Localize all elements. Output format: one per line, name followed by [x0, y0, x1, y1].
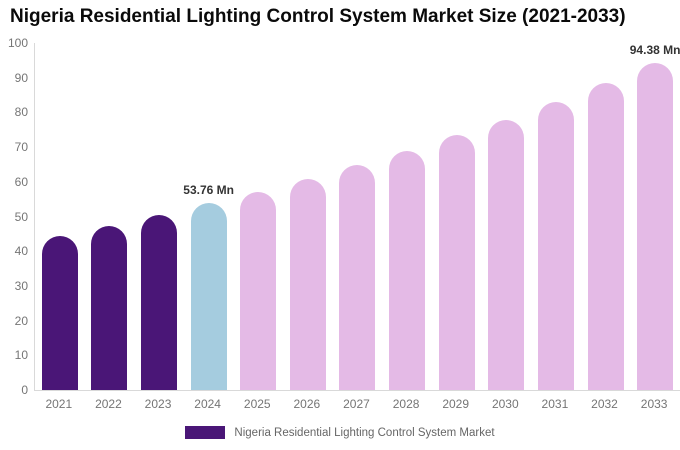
bar-value-label-2024: 53.76 Mn — [183, 183, 234, 198]
page-title: Nigeria Residential Lighting Control Sys… — [10, 6, 626, 27]
bar-chart-plot-area: 53.76 Mn 94.38 Mn — [34, 43, 680, 391]
y-tick-100: 100 — [7, 36, 28, 50]
bar-slot-2033: 94.38 Mn — [630, 43, 680, 390]
x-tick-2022: 2022 — [95, 397, 122, 411]
bar-2028 — [389, 150, 426, 390]
bar-2025 — [240, 192, 277, 390]
x-tick-2023: 2023 — [144, 397, 172, 411]
y-tick-80: 80 — [14, 105, 28, 120]
x-tick-2028: 2028 — [392, 397, 420, 411]
x-tick-2031: 2031 — [541, 397, 569, 411]
bar-2029 — [438, 134, 475, 390]
x-tick-2029: 2029 — [442, 397, 470, 411]
x-tick-2025: 2025 — [243, 397, 271, 411]
x-tick-2021: 2021 — [45, 397, 73, 411]
y-tick-0: 0 — [21, 383, 28, 397]
bar-2027 — [339, 165, 376, 390]
bar-slot-2025 — [233, 43, 283, 390]
y-tick-50: 50 — [14, 209, 28, 224]
bar-2033 — [637, 62, 674, 390]
y-tick-90: 90 — [14, 70, 28, 85]
bar-slot-2028 — [382, 43, 432, 390]
y-tick-30: 30 — [14, 278, 28, 293]
bar-slot-2029 — [432, 43, 482, 390]
bar-2031 — [537, 102, 574, 390]
x-tick-2026: 2026 — [293, 397, 321, 411]
legend-label: Nigeria Residential Lighting Control Sys… — [234, 426, 495, 439]
y-tick-70: 70 — [14, 140, 28, 155]
bar-2030 — [488, 119, 525, 390]
bars-row: 53.76 Mn 94.38 Mn — [35, 43, 680, 390]
bar-2022 — [91, 225, 128, 390]
x-tick-2027: 2027 — [343, 397, 370, 411]
bar-slot-2022 — [85, 43, 135, 390]
legend-swatch — [185, 426, 226, 439]
bar-slot-2031 — [531, 43, 581, 390]
legend: Nigeria Residential Lighting Control Sys… — [0, 426, 680, 439]
y-tick-60: 60 — [14, 174, 28, 189]
bar-slot-2026 — [283, 43, 333, 390]
bar-2032 — [587, 83, 624, 390]
bar-slot-2021 — [35, 43, 85, 390]
y-axis: 0 10 20 30 40 50 60 70 80 90 100 — [0, 0, 28, 450]
bar-2021 — [41, 235, 78, 390]
y-tick-10: 10 — [14, 348, 28, 363]
bar-value-label-2033: 94.38 Mn — [629, 42, 680, 57]
x-tick-2032: 2032 — [591, 397, 618, 411]
bar-2024 — [190, 203, 227, 390]
x-axis: 2021 2022 2023 2024 2025 2026 2027 2028 2029 2030… — [34, 397, 679, 411]
y-tick-40: 40 — [14, 244, 28, 259]
x-tick-2024: 2024 — [194, 397, 221, 411]
bar-slot-2023 — [134, 43, 184, 390]
bar-slot-2024: 53.76 Mn — [183, 43, 234, 390]
x-tick-2033: 2033 — [640, 397, 668, 411]
bar-slot-2032 — [581, 43, 631, 390]
y-tick-20: 20 — [14, 313, 28, 328]
bar-slot-2030 — [481, 43, 531, 390]
bar-2023 — [141, 214, 178, 390]
x-tick-2030: 2030 — [491, 397, 519, 411]
bar-slot-2027 — [333, 43, 383, 390]
bar-2026 — [289, 178, 326, 390]
